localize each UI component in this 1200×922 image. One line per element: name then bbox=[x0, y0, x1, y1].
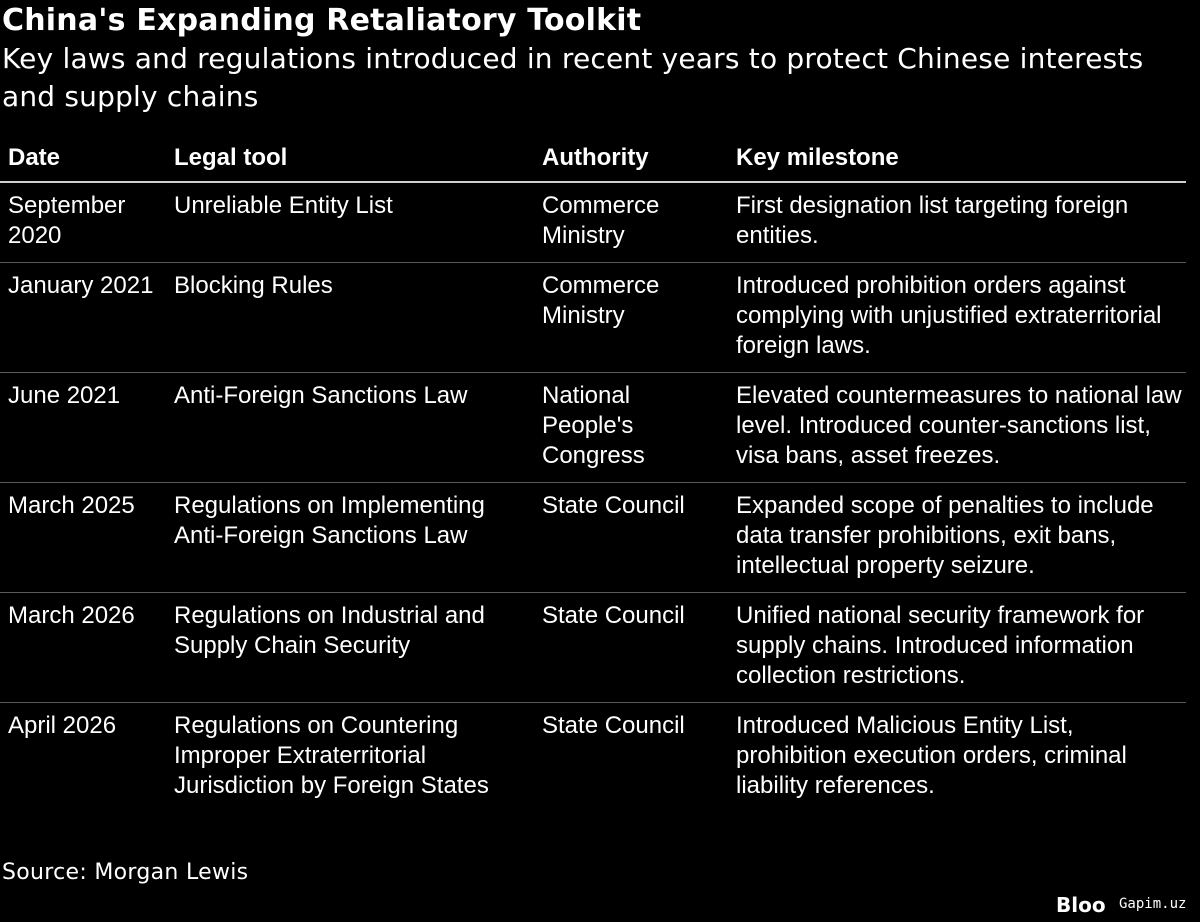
cell-authority: Commerce Ministry bbox=[534, 182, 728, 263]
cell-date: March 2025 bbox=[0, 482, 166, 593]
cell-key-milestone: Unified national security framework for … bbox=[728, 592, 1186, 703]
table-row: January 2021 Blocking Rules Commerce Min… bbox=[0, 262, 1186, 373]
cell-authority: State Council bbox=[542, 712, 685, 739]
cell-legal-tool: Regulations on Countering Improper Extra… bbox=[174, 712, 489, 799]
cell-key-milestone: First designation list targeting foreign… bbox=[728, 182, 1186, 263]
column-header-legal-tool: Legal tool bbox=[166, 138, 534, 183]
cell-date: January 2021 bbox=[0, 262, 166, 373]
table-row: March 2026 Regulations on Industrial and… bbox=[0, 592, 1186, 703]
cell-date: June 2021 bbox=[0, 372, 166, 483]
table-row: April 2026 Regulations on Countering Imp… bbox=[0, 703, 1186, 813]
column-header-authority: Authority bbox=[534, 138, 728, 183]
cell-authority: State Council bbox=[534, 482, 728, 593]
column-header-key-milestone: Key milestone bbox=[728, 138, 1186, 183]
cell-key-milestone: Elevated countermeasures to national law… bbox=[728, 372, 1186, 483]
cell-authority: State Council bbox=[534, 592, 728, 703]
column-header-date: Date bbox=[0, 138, 166, 183]
bloomberg-logo: Bloo bbox=[1056, 893, 1106, 917]
cell-date: April 2026 bbox=[8, 712, 117, 739]
cell-date: September 2020 bbox=[0, 182, 166, 263]
cell-authority: National People's Congress bbox=[534, 372, 728, 483]
cell-legal-tool: Blocking Rules bbox=[166, 262, 534, 373]
source-note: Source: Morgan Lewis bbox=[2, 860, 249, 885]
watermark-label: Gapim.uz bbox=[1111, 893, 1191, 915]
cell-legal-tool: Unreliable Entity List bbox=[166, 182, 534, 263]
cell-legal-tool: Regulations on Implementing Anti-Foreign… bbox=[166, 482, 534, 593]
cell-legal-tool: Anti-Foreign Sanctions Law bbox=[166, 372, 534, 483]
table-row: September 2020 Unreliable Entity List Co… bbox=[0, 182, 1186, 263]
cell-key-milestone: Introduced prohibition orders against co… bbox=[728, 262, 1186, 373]
table-row: March 2025 Regulations on Implementing A… bbox=[0, 482, 1186, 593]
cell-authority: Commerce Ministry bbox=[534, 262, 728, 373]
chart-title: China's Expanding Retaliatory Toolkit bbox=[2, 3, 642, 38]
table-header-row: Date Legal tool Authority Key milestone bbox=[0, 138, 1186, 183]
cell-key-milestone: Expanded scope of penalties to include d… bbox=[728, 482, 1186, 593]
table-row: June 2021 Anti-Foreign Sanctions Law Nat… bbox=[0, 372, 1186, 483]
cell-key-milestone: Introduced Malicious Entity List, prohib… bbox=[736, 712, 1127, 799]
toolkit-table: Date Legal tool Authority Key milestone … bbox=[0, 138, 1186, 812]
cell-legal-tool: Regulations on Industrial and Supply Cha… bbox=[166, 592, 534, 703]
chart-subtitle: Key laws and regulations introduced in r… bbox=[2, 42, 1144, 113]
cell-date: March 2026 bbox=[0, 592, 166, 703]
